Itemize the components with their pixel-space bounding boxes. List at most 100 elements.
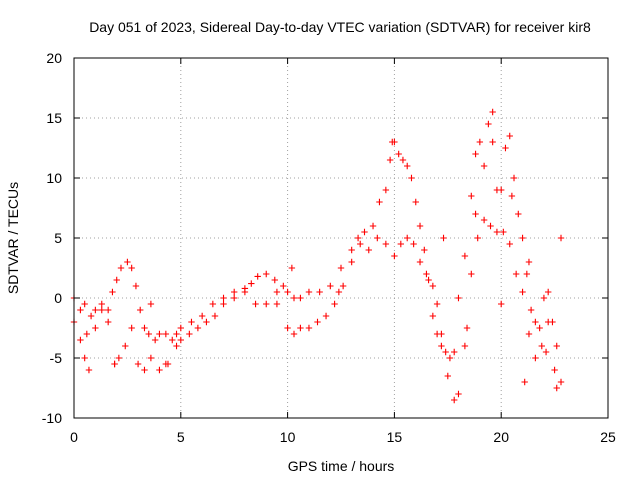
data-point <box>521 378 528 386</box>
data-point <box>369 222 377 230</box>
data-point <box>92 306 99 314</box>
data-point <box>188 318 195 326</box>
series-track-B <box>70 216 565 404</box>
data-point <box>410 240 417 248</box>
data-point <box>395 150 402 158</box>
data-point <box>305 324 313 332</box>
data-point <box>542 348 550 356</box>
data-point <box>231 294 238 302</box>
data-point <box>290 294 298 302</box>
data-point <box>305 288 313 296</box>
data-point <box>433 300 441 308</box>
data-point <box>365 246 372 254</box>
data-point <box>211 312 219 320</box>
data-point <box>421 246 428 254</box>
data-point <box>151 336 159 344</box>
x-tick-label: 0 <box>70 429 78 445</box>
data-point <box>115 354 123 362</box>
data-point <box>446 354 454 362</box>
data-point <box>455 390 462 398</box>
data-point <box>273 300 281 308</box>
data-point <box>468 192 475 200</box>
data-point <box>404 234 411 242</box>
data-point <box>412 198 419 206</box>
data-point <box>141 324 148 332</box>
data-point <box>337 264 345 272</box>
series-scattered <box>81 108 560 392</box>
data-point <box>288 264 296 272</box>
data-points <box>70 108 565 404</box>
data-point <box>489 108 496 116</box>
data-point <box>538 342 545 350</box>
y-tick-label: 10 <box>46 170 62 186</box>
data-point <box>231 288 238 296</box>
data-point <box>85 366 93 374</box>
data-point <box>109 288 116 296</box>
y-tick-label: -5 <box>50 350 63 366</box>
data-point <box>263 300 270 308</box>
x-tick-label: 10 <box>280 429 296 445</box>
data-point <box>77 306 84 314</box>
data-point <box>290 330 298 338</box>
data-point <box>455 294 462 302</box>
data-point <box>252 300 259 308</box>
data-point <box>173 330 180 338</box>
data-point <box>273 288 281 296</box>
data-point <box>354 234 362 242</box>
data-point <box>331 300 338 308</box>
data-point <box>122 342 129 350</box>
data-point <box>104 306 112 314</box>
y-tick-label: 0 <box>54 290 62 306</box>
data-point <box>374 234 381 242</box>
y-tick-label: 15 <box>46 110 62 126</box>
data-point <box>361 228 368 236</box>
data-point <box>145 330 152 338</box>
data-point <box>425 276 432 284</box>
data-point <box>141 366 148 374</box>
data-point <box>429 312 437 320</box>
data-point <box>525 330 533 338</box>
data-point <box>404 162 411 170</box>
x-tick-label: 20 <box>493 429 509 445</box>
data-point <box>498 300 505 308</box>
data-point <box>557 378 565 386</box>
data-point <box>502 144 509 152</box>
data-point <box>209 300 217 308</box>
data-point <box>480 216 488 224</box>
data-point <box>203 318 210 326</box>
data-point <box>376 198 383 206</box>
data-point <box>416 222 424 230</box>
data-point <box>444 372 451 380</box>
data-point <box>408 174 415 182</box>
data-point <box>162 360 170 368</box>
data-point <box>461 252 469 260</box>
data-point <box>512 270 520 278</box>
data-point <box>263 270 270 278</box>
data-point <box>553 384 560 392</box>
data-point <box>348 246 355 254</box>
data-point <box>132 282 140 290</box>
data-point <box>489 138 496 146</box>
data-point <box>284 324 291 332</box>
chart-title: Day 051 of 2023, Sidereal Day-to-day VTE… <box>89 19 591 35</box>
data-point <box>386 156 394 164</box>
data-point <box>137 306 144 314</box>
data-point <box>493 228 501 236</box>
data-point <box>271 276 278 284</box>
data-point <box>391 252 398 260</box>
data-point <box>81 300 88 308</box>
data-point <box>87 312 95 320</box>
data-point <box>177 336 184 344</box>
x-axis-label: GPS time / hours <box>288 458 395 474</box>
data-point <box>357 240 364 248</box>
data-point <box>297 294 304 302</box>
data-point <box>198 312 206 320</box>
data-point <box>177 324 184 332</box>
data-point <box>506 240 513 248</box>
data-point <box>128 264 135 272</box>
data-point <box>416 258 424 266</box>
data-point <box>128 324 135 332</box>
data-point <box>162 330 170 338</box>
data-point <box>498 186 505 194</box>
